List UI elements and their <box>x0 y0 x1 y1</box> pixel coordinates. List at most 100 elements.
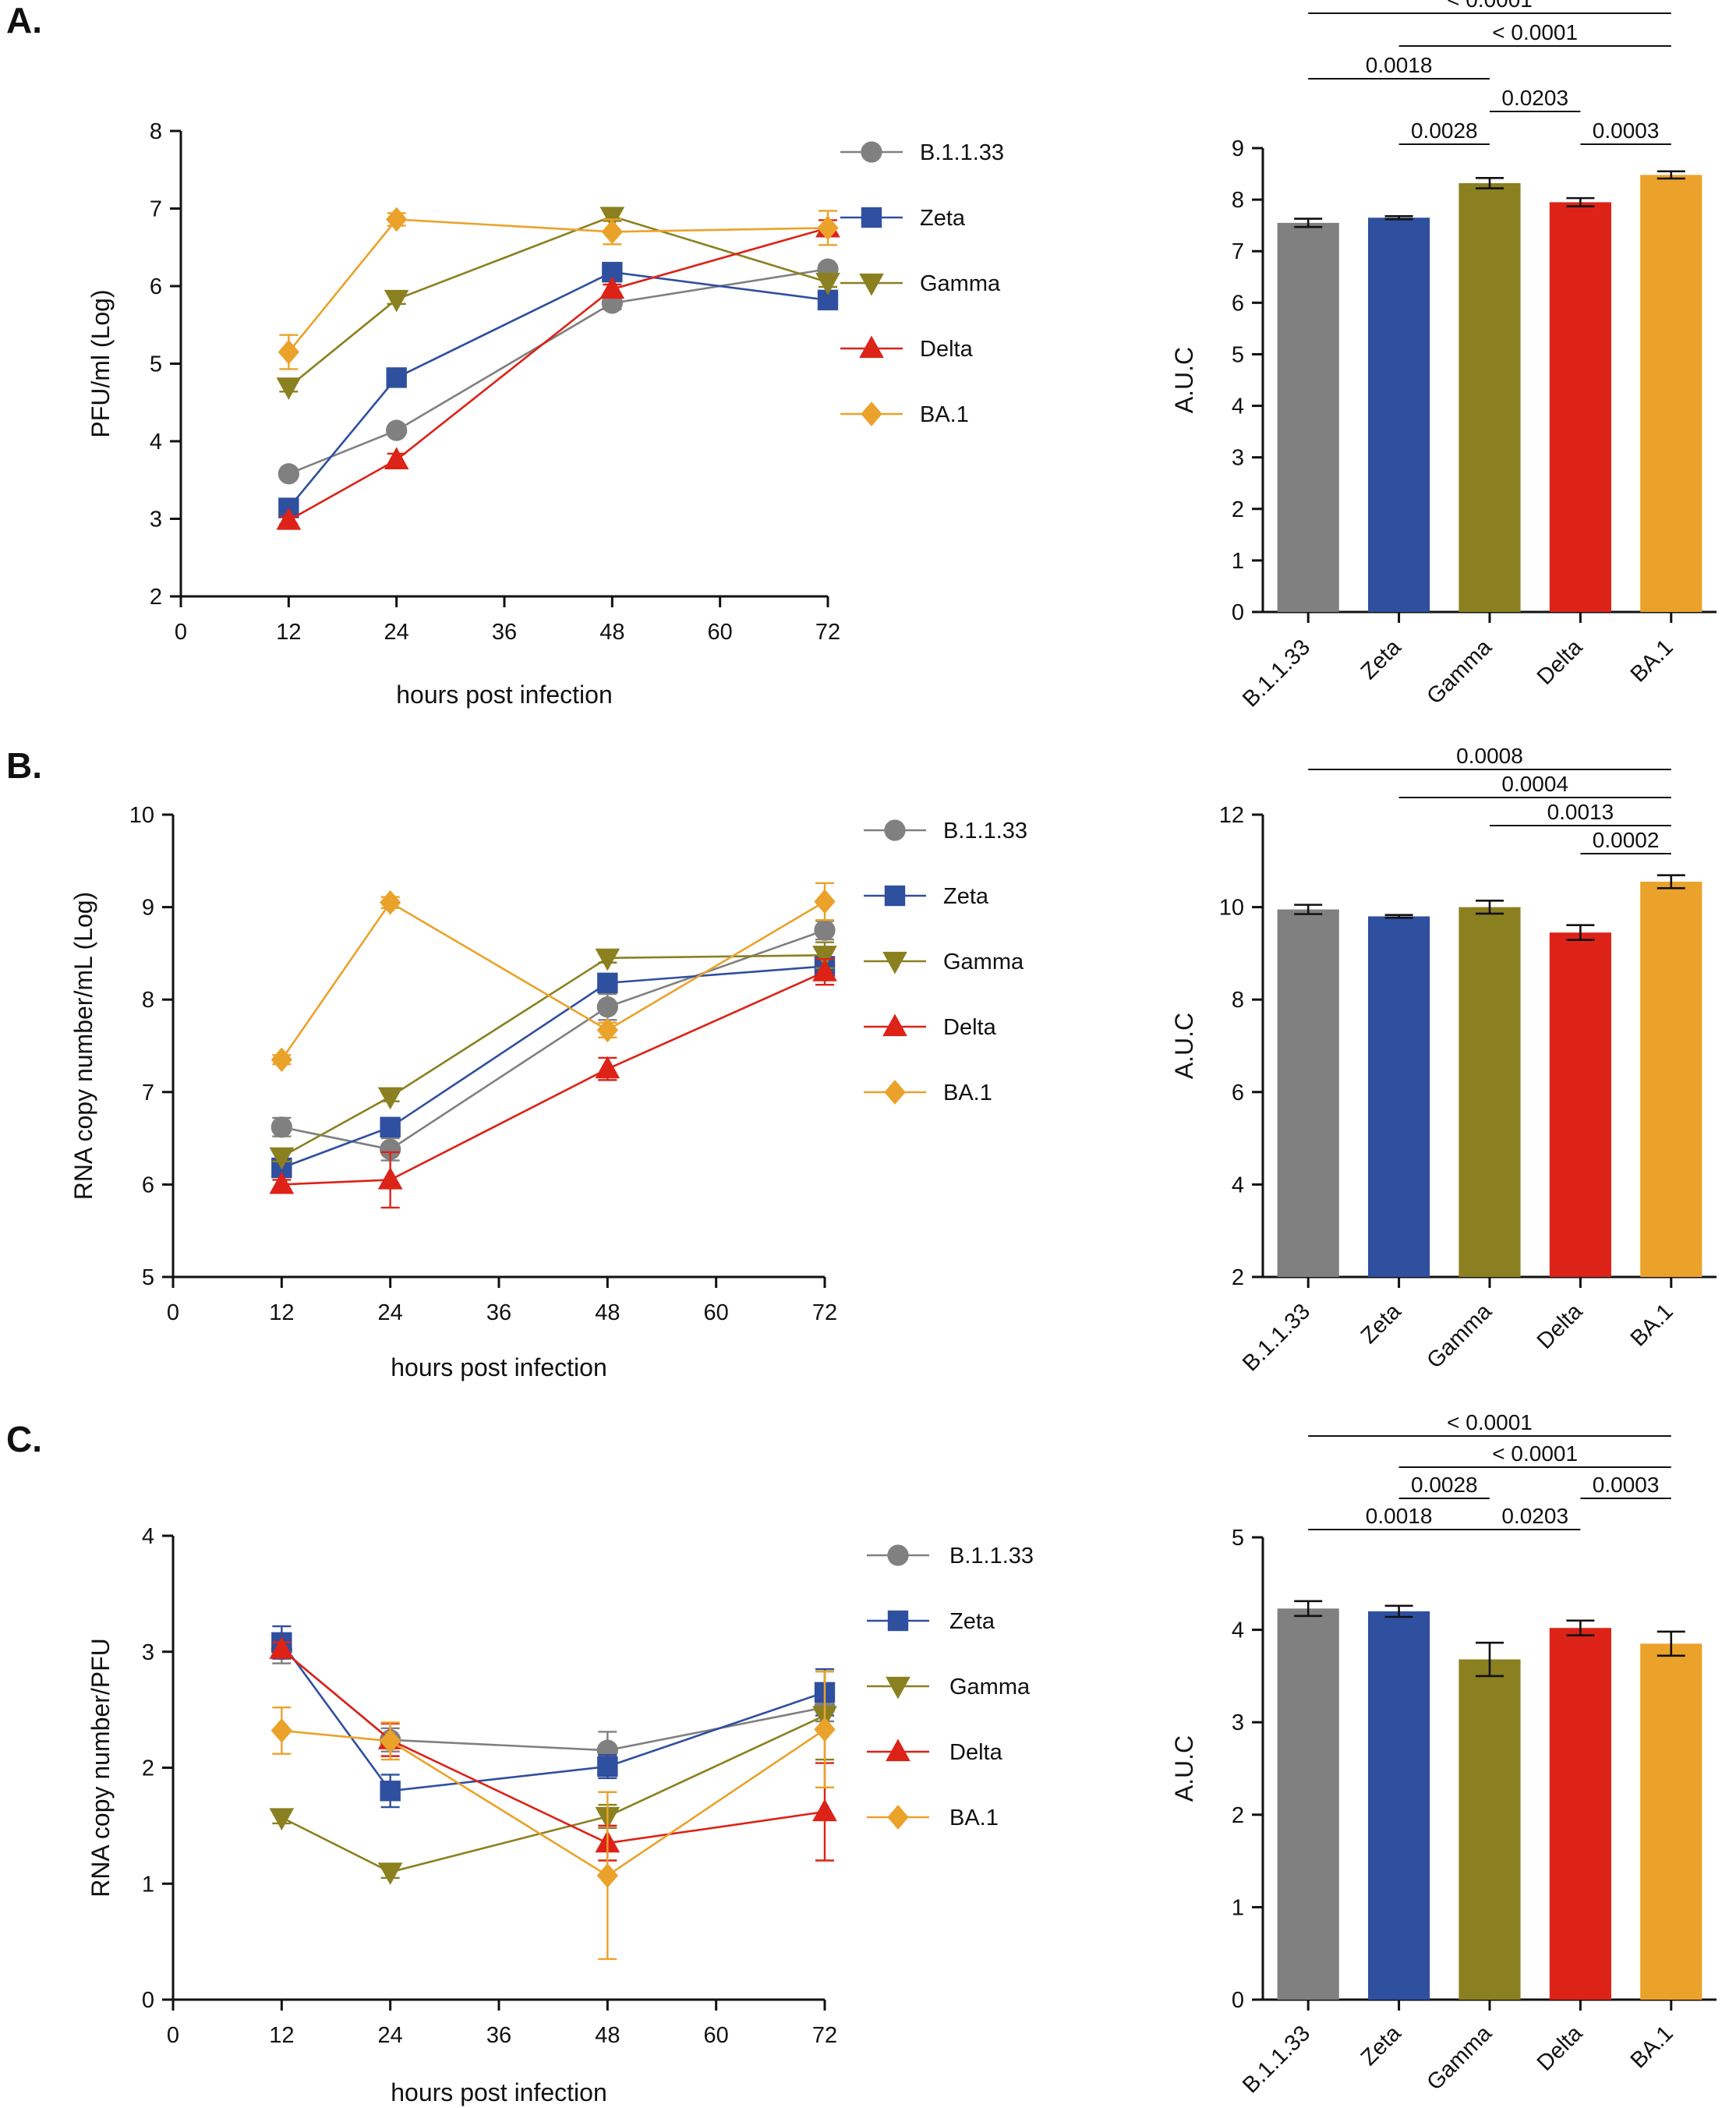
panel-0-line-chart: 0 12 24 36 48 60 72 2 3 4 5 6 7 8 hours post infection… <box>87 119 1004 709</box>
y-tick-label: 12 <box>1219 803 1244 828</box>
legend-marker-ba-1 <box>884 1080 906 1105</box>
series-line-gamma <box>288 215 829 388</box>
y-tick-label: 4 <box>142 1524 154 1549</box>
series-line-ba-1 <box>281 900 826 1061</box>
y-tick-label: 9 <box>142 896 154 921</box>
data-point-gamma <box>269 1147 295 1170</box>
series-delta <box>269 957 837 1209</box>
y-axis-label: A.U.C <box>1170 347 1198 413</box>
y-tick-label: 1 <box>1232 1895 1244 1920</box>
y-tick-label: 8 <box>150 119 162 144</box>
data-point-zeta <box>380 1116 401 1138</box>
p-value-label: 0.0203 <box>1501 86 1568 110</box>
data-point-gamma <box>812 946 837 968</box>
legend: B.1.1.33 Zeta Gamma Delta BA.1 <box>864 819 1027 1105</box>
legend-marker-gamma <box>886 1676 910 1699</box>
data-point-ba-1 <box>596 1862 618 1888</box>
panel-1-bar-chart: 2 4 6 8 10 12 A.U.C B.1.1.33 Zeta Gamma Delta BA.1 0… <box>1170 744 1717 1376</box>
legend-label-b-1-1-33: B.1.1.33 <box>920 140 1004 165</box>
x-tick-label: 12 <box>269 2023 294 2048</box>
data-point-delta <box>812 959 837 981</box>
y-axis-label: A.U.C <box>1170 1013 1198 1079</box>
category-label-ba-1: BA.1 <box>1626 635 1678 687</box>
y-tick-label: 1 <box>1232 549 1244 574</box>
y-tick-label: 4 <box>150 430 162 454</box>
series-ba-1 <box>278 207 839 370</box>
x-tick-label: 36 <box>486 1300 511 1325</box>
data-point-delta <box>599 276 625 299</box>
x-tick-label: 0 <box>167 1300 179 1325</box>
data-point-ba-1 <box>601 219 623 245</box>
y-tick-label: 6 <box>1232 291 1244 316</box>
x-tick-label: 60 <box>704 1300 729 1325</box>
x-tick-label: 72 <box>812 1300 837 1325</box>
legend-label-gamma: Gamma <box>920 271 1001 296</box>
category-label-zeta: Zeta <box>1356 2021 1406 2071</box>
data-point-delta <box>595 1056 621 1079</box>
x-tick-label: 24 <box>384 620 409 645</box>
y-tick-label: 2 <box>142 1756 154 1781</box>
y-tick-label: 6 <box>1232 1081 1244 1105</box>
x-axis-label: hours post infection <box>391 1353 607 1381</box>
y-tick-label: 3 <box>142 1640 154 1665</box>
p-value-label: < 0.0001 <box>1447 1410 1533 1434</box>
y-tick-label: 4 <box>1232 394 1244 419</box>
data-point-ba-1 <box>814 1717 836 1742</box>
series-gamma <box>276 207 840 400</box>
bar-ba-1 <box>1640 175 1702 612</box>
y-axis-label: RNA copy number/mL (Log) <box>69 892 97 1200</box>
series-line-gamma <box>281 953 826 1158</box>
panel-label-1: B. <box>6 745 42 786</box>
p-value-label: 0.0018 <box>1366 53 1433 77</box>
data-point-gamma <box>599 207 625 229</box>
x-tick-label: 72 <box>812 2023 837 2048</box>
bar-zeta <box>1368 218 1430 612</box>
y-tick-label: 8 <box>142 988 154 1013</box>
y-tick-label: 8 <box>1232 988 1244 1013</box>
y-tick-label: 2 <box>150 585 162 610</box>
data-point-b-1-1-33 <box>596 996 618 1018</box>
y-tick-label: 8 <box>1232 188 1244 213</box>
data-point-ba-1 <box>596 1017 618 1043</box>
category-label-delta: Delta <box>1533 2021 1588 2076</box>
y-axis-label: RNA copy number/PFU <box>87 1638 115 1898</box>
legend-marker-gamma <box>882 951 907 974</box>
y-tick-label: 10 <box>129 803 154 828</box>
category-label-b-1-1-33: B.1.1.33 <box>1238 2021 1315 2098</box>
bar-delta <box>1549 202 1611 613</box>
series-b-1-1-33 <box>278 258 839 485</box>
y-tick-label: 10 <box>1219 896 1244 921</box>
data-point-ba-1 <box>270 1718 292 1743</box>
data-point-gamma <box>269 1808 295 1830</box>
data-point-zeta <box>597 972 618 994</box>
series-ba-1 <box>270 882 836 1073</box>
legend-marker-ba-1 <box>887 1805 909 1830</box>
x-tick-label: 24 <box>378 2023 403 2048</box>
legend-marker-delta <box>859 335 884 359</box>
p-value-label: < 0.0001 <box>1447 0 1533 12</box>
y-tick-label: 5 <box>150 352 162 377</box>
data-point-delta <box>269 1171 295 1194</box>
data-point-gamma <box>276 377 302 400</box>
series-b-1-1-33 <box>270 919 836 1162</box>
p-value-label: 0.0018 <box>1366 1504 1433 1528</box>
series-line-delta <box>281 1648 826 1844</box>
legend-marker-zeta <box>887 1610 909 1632</box>
category-label-b-1-1-33: B.1.1.33 <box>1238 1299 1315 1376</box>
y-tick-label: 2 <box>1232 497 1244 522</box>
data-point-ba-1 <box>386 207 408 232</box>
y-tick-label: 2 <box>1232 1803 1244 1828</box>
p-value-label: < 0.0001 <box>1492 1441 1578 1466</box>
legend-label-delta: Delta <box>949 1740 1003 1765</box>
data-point-zeta <box>386 367 407 388</box>
y-tick-label: 5 <box>1232 1526 1244 1551</box>
series-line-gamma <box>281 1714 826 1873</box>
legend-label-zeta: Zeta <box>943 884 989 909</box>
y-axis-label: A.U.C <box>1170 1735 1198 1802</box>
legend-marker-zeta <box>861 207 882 228</box>
p-value-label: 0.0028 <box>1411 1473 1478 1497</box>
bar-delta <box>1549 932 1611 1277</box>
x-tick-label: 36 <box>486 2023 511 2048</box>
legend-label-gamma: Gamma <box>949 1675 1031 1699</box>
